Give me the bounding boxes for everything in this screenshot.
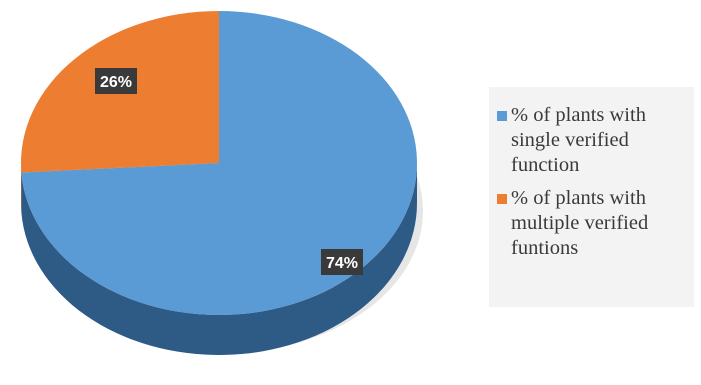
- data-label-text-1: 26%: [100, 74, 132, 91]
- data-label-box-0: [321, 249, 363, 275]
- data-label-1: 26%: [95, 68, 137, 94]
- data-label-0: 74%: [321, 249, 363, 275]
- legend-item-single-function: % of plants with single verified functio…: [497, 103, 686, 178]
- legend-label-multiple-functions: % of plants with multiple verified funti…: [511, 187, 649, 259]
- data-label-box-1: [95, 68, 137, 94]
- legend-swatch-multiple-functions: [497, 194, 507, 204]
- data-label-text-0: 74%: [326, 255, 358, 272]
- pie-slice-side-0: [21, 163, 417, 355]
- pie-slice-0: [21, 11, 417, 315]
- legend-swatch-single-function: [497, 111, 507, 121]
- legend: % of plants with single verified functio…: [489, 87, 694, 307]
- legend-item-multiple-functions: % of plants with multiple verified funti…: [497, 186, 686, 261]
- pie-layer: [20, 11, 423, 355]
- data-label-layer: 74% 26%: [95, 68, 363, 275]
- legend-label-single-function: % of plants with single verified functio…: [511, 104, 646, 176]
